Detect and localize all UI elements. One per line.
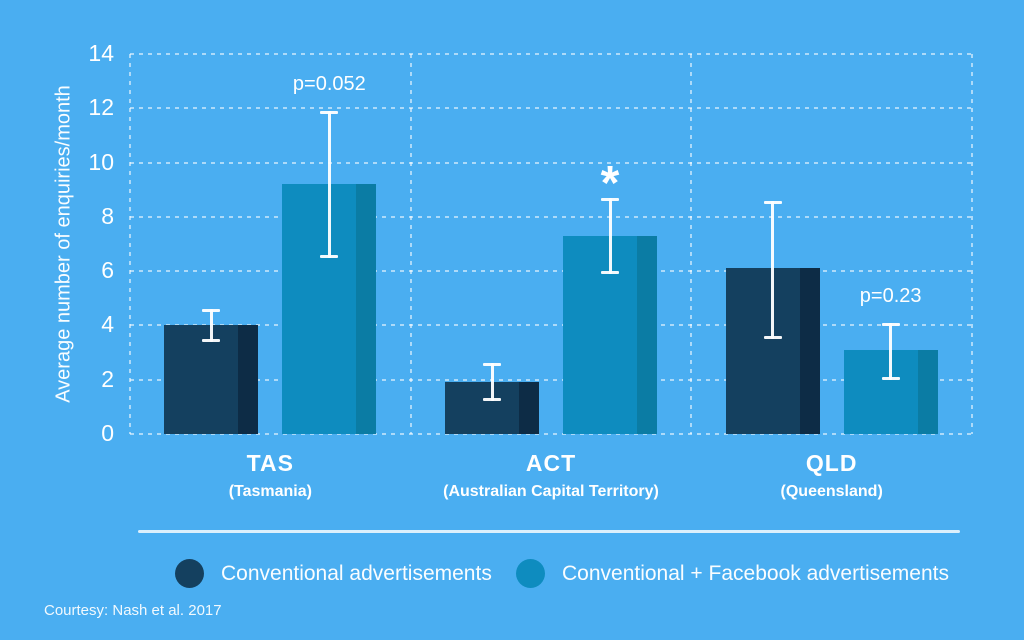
- x-label-act: ACT (Australian Capital Territory): [411, 450, 692, 501]
- error-bar-cap-top-act-conventional: [483, 363, 501, 367]
- x-label-sub-qld: (Queensland): [780, 483, 883, 500]
- bar-shade-act-conventional-facebook: [637, 235, 657, 434]
- y-tick-label-8: 8: [101, 202, 114, 229]
- gridline-2: [130, 378, 972, 381]
- bar-shade-act-conventional: [519, 382, 539, 434]
- legend-swatch-conventional: [175, 559, 204, 588]
- bar-shade-tas-conventional: [238, 325, 259, 434]
- y-tick-label-14: 14: [88, 40, 114, 66]
- gridline-4: [130, 324, 972, 327]
- legend-label-conventional: Conventional advertisements: [221, 561, 492, 585]
- y-tick-label-12: 12: [88, 94, 114, 121]
- error-bar-line-act-conventional: [490, 363, 494, 402]
- error-bar-cap-top-qld-conventional-facebook: [881, 322, 900, 326]
- x-label-code-qld: QLD: [805, 450, 858, 476]
- bar-act-conventional: [445, 382, 539, 434]
- y-tick-label-2: 2: [101, 365, 114, 392]
- legend-item-conventional: Conventional advertisements: [175, 559, 492, 588]
- bar-shade-tas-conventional-facebook: [356, 184, 377, 434]
- error-bar-cap-bottom-tas-conventional: [202, 338, 221, 342]
- bar-qld-conventional: [725, 268, 820, 434]
- bar-shade-qld-conventional-facebook: [917, 349, 938, 434]
- x-label-sub-tas: (Tasmania): [228, 483, 312, 500]
- plot-area: 0 2 4 6 8 10 12 14 p=0.052 * p=0.23: [88, 40, 973, 446]
- gridline-10: [130, 161, 972, 164]
- error-bar-line-tas-conventional: [209, 309, 213, 342]
- gridline-14: [130, 53, 972, 55]
- significance-annotation-act-conventional-facebook: *: [600, 156, 620, 210]
- bar-shade-qld-conventional: [799, 268, 820, 434]
- error-bar-line-tas-conventional-facebook: [327, 111, 331, 258]
- error-bar-cap-top-act-conventional-facebook: [601, 197, 619, 201]
- panel-divider-1: [409, 54, 412, 434]
- x-label-code-act: ACT: [525, 450, 577, 476]
- error-bar-cap-bottom-qld-conventional: [763, 336, 782, 339]
- significance-annotation-qld-conventional-facebook: p=0.23: [859, 284, 922, 307]
- legend-swatch-conventional-facebook: [516, 559, 545, 588]
- panel-divider-3: [971, 54, 973, 434]
- y-tick-label-4: 4: [101, 311, 114, 338]
- legend-label-conventional-facebook: Conventional + Facebook advertisements: [562, 561, 949, 585]
- y-axis-title: Average number of enquiries/month: [52, 85, 75, 403]
- x-label-tas: TAS (Tasmania): [130, 450, 411, 501]
- legend-divider: [138, 530, 960, 533]
- error-bar-cap-top-tas-conventional-facebook: [320, 111, 339, 114]
- error-bar-cap-bottom-act-conventional-facebook: [601, 270, 619, 274]
- y-tick-label-0: 0: [101, 420, 114, 446]
- significance-annotation-tas-conventional-facebook: p=0.052: [292, 73, 366, 95]
- x-label-qld: QLD (Queensland): [691, 450, 972, 501]
- x-label-code-tas: TAS: [246, 450, 294, 476]
- error-bar-cap-bottom-tas-conventional-facebook: [320, 254, 339, 258]
- gridline-12: [130, 107, 972, 110]
- gridline-8: [130, 215, 972, 218]
- error-bar-cap-bottom-act-conventional: [483, 398, 501, 402]
- source-note: Courtesy: Nash et al. 2017: [44, 602, 222, 619]
- error-bar-line-act-conventional-facebook: [608, 197, 612, 274]
- panel-divider-0: [129, 54, 131, 434]
- gridline-6: [130, 270, 972, 273]
- error-bar-cap-top-qld-conventional: [763, 200, 782, 204]
- x-label-sub-act: (Australian Capital Territory): [443, 483, 659, 500]
- error-bar-cap-top-tas-conventional: [202, 309, 221, 313]
- panel-divider-2: [690, 54, 693, 434]
- gridline-0: [130, 433, 972, 435]
- error-bar-line-qld-conventional: [771, 200, 775, 339]
- y-tick-label-6: 6: [101, 257, 114, 284]
- error-bar-line-qld-conventional-facebook: [889, 322, 893, 380]
- bar-tas-conventional: [164, 325, 259, 434]
- error-bar-cap-bottom-qld-conventional-facebook: [881, 376, 900, 380]
- legend-item-conventional-facebook: Conventional + Facebook advertisements: [516, 559, 949, 588]
- y-tick-label-10: 10: [88, 148, 114, 175]
